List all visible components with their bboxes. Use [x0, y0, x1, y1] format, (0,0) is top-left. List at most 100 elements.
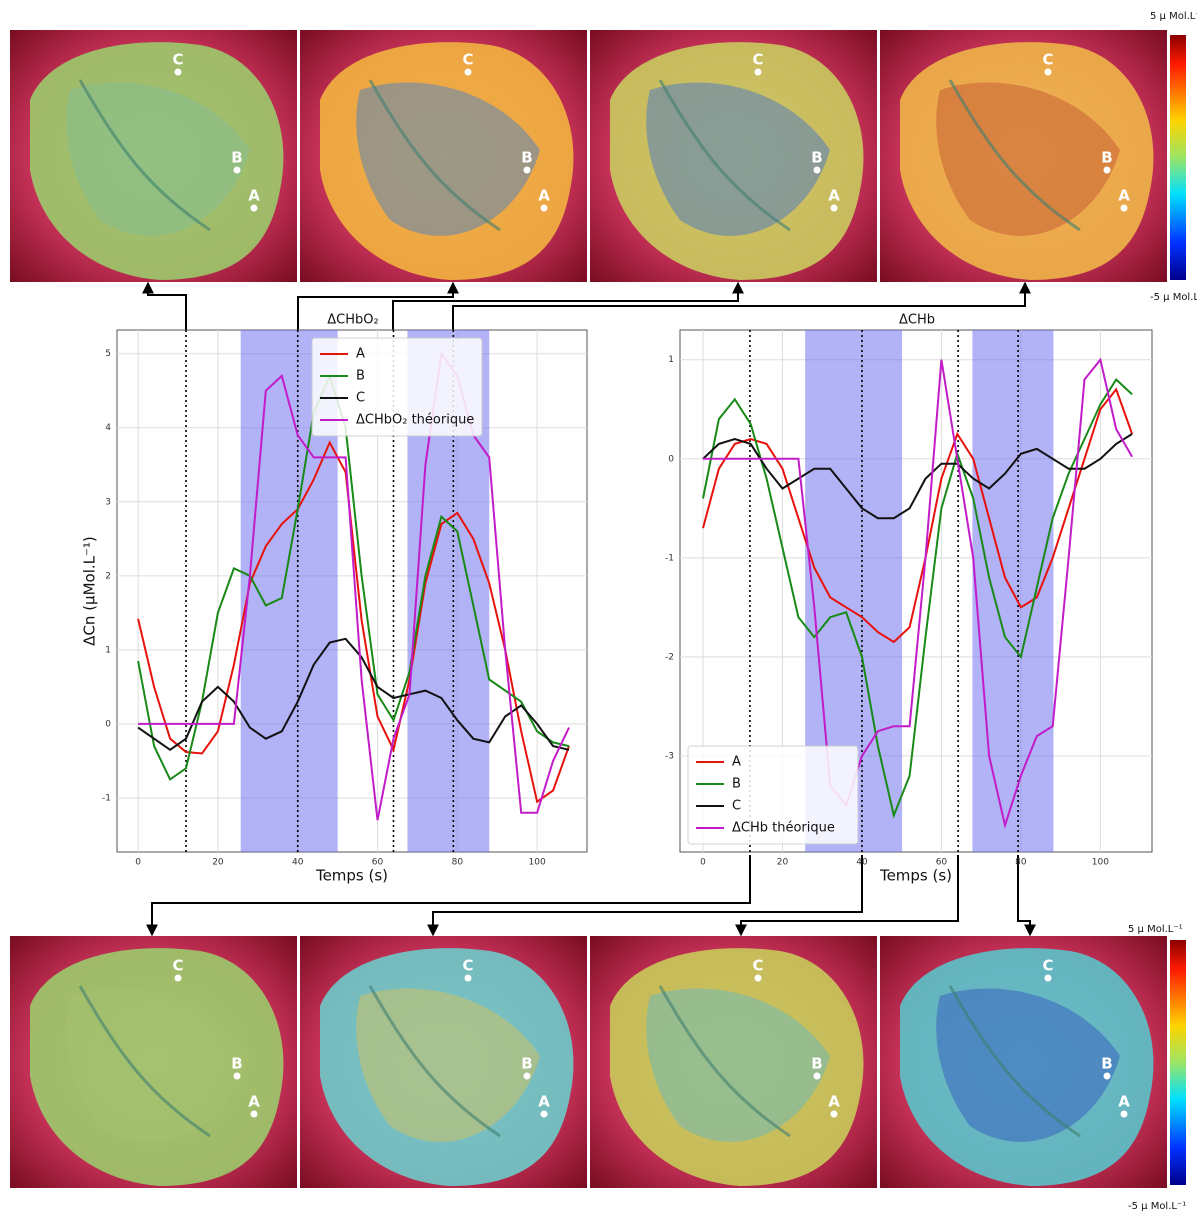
x-axis-label: Temps (s) — [315, 867, 388, 885]
point-label: B — [1101, 1055, 1112, 1073]
thumbnail: A B C — [300, 936, 587, 1188]
y-tick-label: -1 — [102, 793, 111, 803]
brain-overlay — [356, 988, 540, 1142]
connector — [297, 281, 459, 330]
point-marker — [250, 204, 258, 212]
thumbnail: A B C — [590, 30, 877, 282]
point-label: B — [521, 149, 532, 167]
x-tick-label: 60 — [372, 858, 384, 868]
point-label: C — [462, 957, 473, 975]
x-tick-label: 80 — [1015, 858, 1027, 868]
point-label: B — [521, 1055, 532, 1073]
point-label: B — [231, 1055, 242, 1073]
point-marker — [250, 1110, 258, 1118]
series-line — [137, 440, 570, 804]
point-label: B — [231, 149, 242, 167]
thumbnail: A B C — [590, 936, 877, 1188]
point-label: B — [1101, 149, 1112, 167]
point-label: C — [1042, 51, 1053, 69]
colorbar-max-label: 5 µ Mol.L⁻¹ — [1128, 924, 1183, 935]
x-tick-label: 40 — [856, 858, 868, 868]
colorbar — [1170, 940, 1186, 1185]
point-label: A — [1118, 1093, 1130, 1111]
thumbnail: A B C — [880, 30, 1167, 282]
point-marker — [813, 166, 821, 174]
brain-overlay — [936, 988, 1120, 1142]
point-label: A — [248, 1093, 260, 1111]
legend-label: ΔCHb théorique — [732, 821, 835, 836]
point-label: A — [248, 187, 260, 205]
thumbnail: A B C — [880, 936, 1167, 1188]
point-label: A — [828, 187, 840, 205]
y-tick-label: 0 — [668, 454, 674, 464]
y-tick-label: 5 — [105, 349, 111, 359]
point-marker — [1044, 974, 1052, 982]
point-marker — [233, 1072, 241, 1080]
legend-label: A — [732, 755, 741, 770]
point-label: C — [172, 51, 183, 69]
point-marker — [1103, 166, 1111, 174]
connector — [142, 281, 187, 330]
vessel — [368, 985, 501, 1138]
vessel — [368, 79, 501, 232]
legend-box — [687, 745, 859, 845]
chart-title: ΔCHbO₂ — [327, 313, 378, 328]
x-tick-label: 100 — [1092, 858, 1109, 868]
legend-label: C — [356, 391, 365, 406]
point-label: C — [462, 51, 473, 69]
brain-overlay — [646, 988, 830, 1142]
point-marker — [233, 166, 241, 174]
point-marker — [1120, 204, 1128, 212]
brain-overlay — [66, 988, 250, 1142]
series-line — [138, 351, 570, 821]
colorbar — [1170, 35, 1186, 280]
legend-label: B — [356, 369, 365, 384]
point-label: A — [538, 1093, 550, 1111]
point-label: B — [811, 1055, 822, 1073]
point-marker — [1120, 1110, 1128, 1118]
vessel — [78, 985, 211, 1138]
point-marker — [174, 68, 182, 76]
point-label: A — [538, 187, 550, 205]
vessel — [948, 79, 1081, 232]
point-marker — [523, 166, 531, 174]
thumbnail: A B C — [10, 30, 297, 282]
x-tick-label: 40 — [292, 858, 304, 868]
x-axis-label: Temps (s) — [879, 867, 952, 885]
point-label: C — [752, 51, 763, 69]
chart-title: ΔCHb — [899, 313, 935, 328]
y-tick-label: 4 — [105, 423, 111, 433]
point-label: B — [811, 149, 822, 167]
y-tick-label: 3 — [105, 497, 111, 507]
point-marker — [830, 204, 838, 212]
series-line — [702, 433, 1133, 520]
legend-box — [311, 337, 483, 437]
point-marker — [830, 1110, 838, 1118]
vessel — [658, 79, 791, 232]
x-tick-label: 80 — [452, 858, 464, 868]
y-tick-label: -1 — [665, 553, 674, 563]
vessel — [78, 79, 211, 232]
legend-label: ΔCHbO₂ théorique — [356, 413, 474, 428]
point-marker — [1044, 68, 1052, 76]
point-label: A — [1118, 187, 1130, 205]
point-marker — [754, 68, 762, 76]
colorbar-min-label: -5 µ Mol.L⁻¹ — [1128, 1201, 1186, 1212]
point-label: A — [828, 1093, 840, 1111]
connector — [1017, 855, 1036, 937]
chart: -1 0 1 2 3 4 5 0 20 40 60 80 100 ABC ΔCHbO₂ théorique Δ… — [81, 313, 588, 885]
point-marker — [464, 68, 472, 76]
legend-label: C — [732, 799, 741, 814]
thumbnail: A B C — [300, 30, 587, 282]
x-tick-label: 60 — [936, 858, 948, 868]
connectors — [142, 281, 1036, 937]
colorbar-max-label: 5 µ Mol.L⁻¹ — [1150, 11, 1197, 22]
vessel — [658, 985, 791, 1138]
brain-overlay — [356, 82, 540, 236]
thumbnail: A B C — [10, 936, 297, 1188]
y-tick-label: 0 — [105, 719, 111, 729]
brain-overlay — [646, 82, 830, 236]
